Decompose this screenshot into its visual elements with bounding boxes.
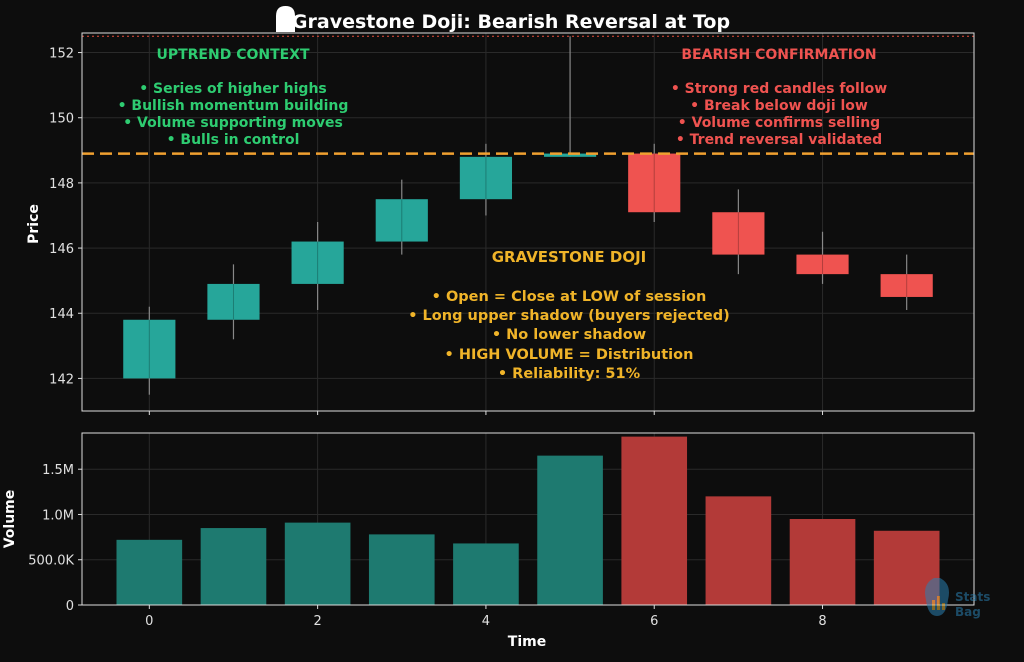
volume-x-tick-label: 6 [650, 614, 658, 629]
doji-line-2: • Long upper shadow (buyers rejected) [408, 308, 730, 324]
volume-bar-0 [116, 539, 183, 605]
candle-0 [123, 306, 176, 395]
doji-line-4: • HIGH VOLUME = Distribution [445, 347, 694, 363]
candles [123, 36, 933, 395]
volume-x-ticks: 0 2 4 6 8 [145, 605, 827, 629]
volume-bar-8 [789, 519, 856, 605]
volume-bar-6 [621, 436, 688, 605]
volume-bars [116, 436, 940, 605]
uptrend-annotation: UPTREND CONTEXT • Series of higher highs… [118, 47, 349, 148]
volume-x-tick-label: 8 [818, 614, 826, 629]
money-bag-icon [925, 578, 949, 616]
volume-bar-3 [368, 534, 435, 605]
candle-9 [880, 254, 933, 310]
volume-y-label: Volume [2, 490, 18, 549]
doji-annotation: GRAVESTONE DOJI • Open = Close at LOW of… [408, 248, 730, 382]
candle-7 [712, 189, 765, 275]
watermark-line-2: Bag [955, 605, 981, 619]
candle-6 [628, 143, 681, 222]
volume-tick-label: 0 [66, 599, 74, 614]
price-tick-label: 146 [49, 242, 74, 257]
candle-body [712, 212, 765, 255]
uptrend-heading: UPTREND CONTEXT [156, 47, 310, 63]
volume-y-ticks: 0 500.0K 1.0M 1.5M [28, 463, 82, 614]
volume-tick-label: 1.0M [42, 508, 74, 523]
watermark-line-1: Stats [955, 590, 990, 604]
bearish-line-1: • Strong red candles follow [671, 81, 887, 97]
bearish-annotation: BEARISH CONFIRMATION • Strong red candle… [671, 47, 887, 148]
volume-x-tick-label: 2 [313, 614, 321, 629]
chart-title: Gravestone Doji: Bearish Reversal at Top [292, 11, 730, 33]
candle-body [207, 283, 260, 320]
bearish-line-4: • Trend reversal validated [676, 132, 882, 148]
candle-8 [796, 231, 849, 284]
candle-body [459, 156, 513, 200]
uptrend-line-3: • Volume supporting moves [123, 115, 343, 131]
price-y-ticks: 142 144 146 148 150 152 [49, 47, 824, 415]
doji-line-3: • No lower shadow [492, 327, 646, 343]
tombstone-icon [276, 6, 295, 32]
volume-panel: 0 500.0K 1.0M 1.5M 0 2 4 6 8 Volume Time [2, 432, 975, 650]
price-tick-label: 142 [49, 372, 74, 387]
candle-body [628, 153, 681, 213]
volume-x-tick-label: 4 [482, 614, 490, 629]
candle-body [543, 153, 597, 157]
volume-bar-4 [453, 543, 519, 605]
bearish-line-2: • Break below doji low [690, 98, 868, 114]
volume-x-tick-label: 0 [145, 614, 153, 629]
bearish-heading: BEARISH CONFIRMATION [681, 47, 876, 63]
candle-5 [543, 36, 597, 157]
doji-heading: GRAVESTONE DOJI [492, 248, 646, 266]
volume-bar-7 [705, 496, 772, 605]
price-tick-label: 150 [49, 112, 74, 127]
volume-bar-1 [200, 528, 267, 605]
doji-line-1: • Open = Close at LOW of session [432, 289, 707, 305]
statsbag-watermark: Stats Bag [925, 578, 990, 619]
uptrend-line-2: • Bullish momentum building [118, 98, 349, 114]
candle-body [880, 274, 933, 297]
price-panel: UPTREND CONTEXT • Series of higher highs… [26, 32, 975, 415]
candle-2 [291, 222, 344, 310]
candle-1 [207, 264, 260, 340]
price-axes-frame [81, 32, 975, 412]
price-y-label: Price [26, 204, 42, 244]
volume-tick-label: 1.5M [42, 463, 74, 478]
volume-axes-frame [81, 432, 975, 606]
price-grid [82, 33, 974, 411]
doji-line-5: • Reliability: 51% [498, 366, 641, 382]
bearish-line-3: • Volume confirms selling [678, 115, 880, 131]
title-group: Gravestone Doji: Bearish Reversal at Top [276, 6, 730, 33]
uptrend-line-1: • Series of higher highs [139, 81, 327, 97]
candle-4 [459, 143, 513, 216]
volume-x-label: Time [508, 634, 546, 650]
price-tick-label: 148 [49, 177, 74, 192]
candle-body [291, 241, 344, 284]
volume-tick-label: 500.0K [28, 554, 74, 569]
candle-body [375, 199, 428, 242]
candle-body [796, 254, 849, 275]
volume-bar-2 [284, 522, 351, 605]
price-tick-label: 144 [49, 307, 74, 322]
price-tick-label: 152 [49, 47, 74, 62]
candle-body [123, 319, 176, 379]
uptrend-line-4: • Bulls in control [167, 132, 300, 148]
volume-bar-5 [537, 455, 603, 605]
candle-3 [375, 179, 428, 255]
